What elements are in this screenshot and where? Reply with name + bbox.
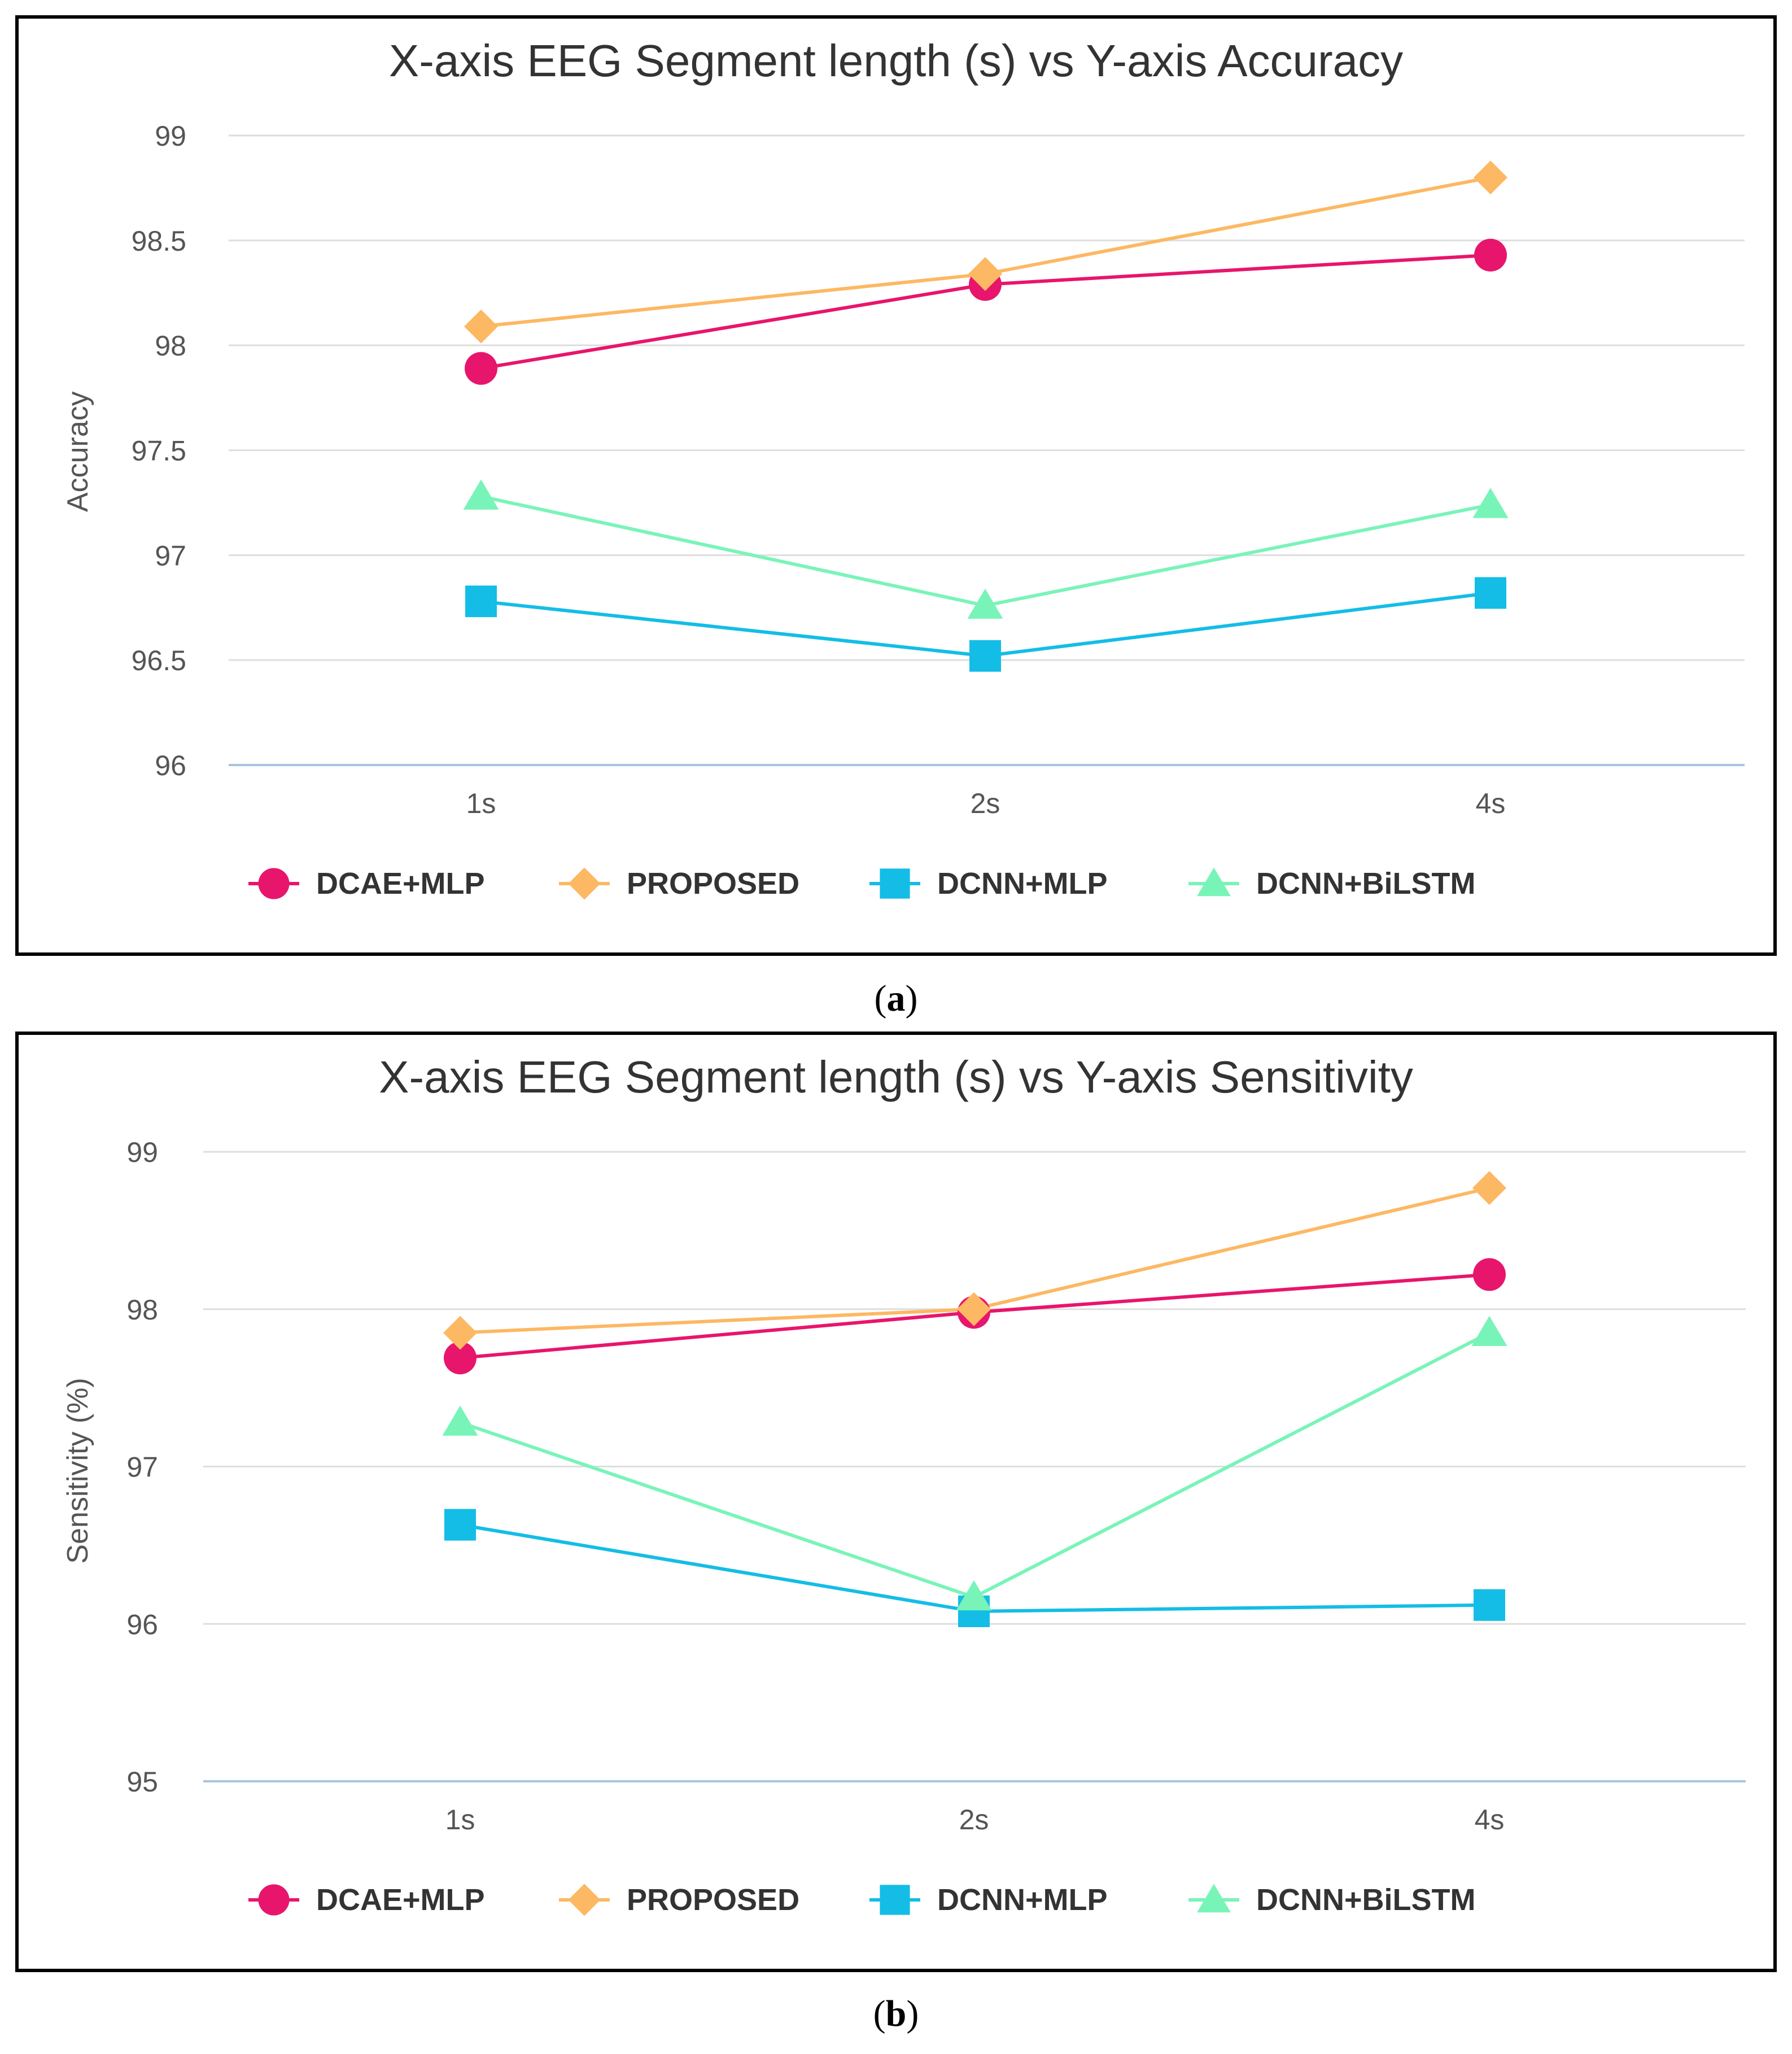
data-point bbox=[465, 352, 497, 385]
legend-b: DCAE+MLP PROPOSED DCNN+MLP DCNN+BiLSTM bbox=[248, 1883, 1476, 1917]
y-tick-label: 98.5 bbox=[132, 225, 186, 257]
data-point bbox=[968, 257, 1002, 291]
legend-label: DCAE+MLP bbox=[316, 867, 485, 901]
y-tick-label: 99 bbox=[126, 1137, 158, 1168]
legend-label: DCNN+BiLSTM bbox=[1256, 1883, 1476, 1917]
legend-label: DCNN+BiLSTM bbox=[1256, 867, 1476, 901]
series-layer-a bbox=[463, 160, 1509, 672]
legend-item: DCNN+MLP bbox=[869, 867, 1108, 901]
data-point bbox=[444, 1341, 477, 1375]
legend-label: DCNN+MLP bbox=[937, 1883, 1108, 1917]
legend-item: PROPOSED bbox=[559, 1883, 799, 1917]
x-tick-label: 4s bbox=[1476, 788, 1506, 819]
legend-label: PROPOSED bbox=[627, 867, 799, 901]
legend-label: DCAE+MLP bbox=[316, 1883, 485, 1917]
data-point bbox=[1472, 488, 1509, 518]
y-tick-label: 97 bbox=[126, 1452, 158, 1483]
legend-marker bbox=[258, 1884, 290, 1916]
y-axis-label-a: Accuracy bbox=[62, 391, 94, 512]
y-axis-label-b: Sensitivity (%) bbox=[62, 1378, 94, 1563]
panel-label-b: (b) bbox=[873, 1993, 919, 2034]
y-tick-label: 97 bbox=[155, 540, 186, 571]
data-point bbox=[443, 1316, 477, 1350]
x-tick-label: 1s bbox=[466, 788, 496, 819]
data-point bbox=[969, 640, 1001, 672]
data-point bbox=[463, 479, 499, 510]
data-point bbox=[1474, 238, 1507, 272]
legend-label: PROPOSED bbox=[627, 1883, 799, 1917]
x-tick-label: 2s bbox=[959, 1804, 989, 1836]
series-layer-b bbox=[442, 1171, 1507, 1627]
legend-item: DCAE+MLP bbox=[248, 1883, 485, 1917]
y-tick-label: 98 bbox=[155, 330, 186, 362]
legend-marker bbox=[1197, 1883, 1231, 1913]
x-tick-label: 2s bbox=[971, 788, 1000, 819]
y-tick-label: 98 bbox=[126, 1294, 158, 1326]
panel-label-a: (a) bbox=[875, 978, 918, 1019]
data-point bbox=[442, 1405, 478, 1436]
legend-item: DCNN+MLP bbox=[869, 1883, 1108, 1917]
legend-marker bbox=[258, 868, 290, 899]
x-tick-label: 4s bbox=[1475, 1804, 1505, 1836]
data-point bbox=[1472, 1171, 1506, 1205]
legend-marker bbox=[1197, 867, 1231, 897]
y-tick-labels-b: 95 96 97 98 99 bbox=[126, 1137, 158, 1798]
x-tick-label: 1s bbox=[445, 1804, 475, 1836]
data-point bbox=[957, 1292, 991, 1326]
data-point bbox=[444, 1509, 476, 1541]
legend-marker bbox=[880, 868, 910, 899]
chart-title-b: X-axis EEG Segment length (s) vs Y-axis … bbox=[379, 1052, 1413, 1102]
data-point bbox=[1473, 1258, 1506, 1291]
data-point bbox=[1475, 577, 1506, 609]
legend-label: DCNN+MLP bbox=[937, 867, 1108, 901]
x-tick-labels-a: 1s 2s 4s bbox=[466, 788, 1506, 819]
x-tick-labels-b: 1s 2s 4s bbox=[445, 1804, 1505, 1836]
y-tick-label: 96.5 bbox=[132, 645, 186, 676]
data-point bbox=[464, 309, 498, 344]
y-tick-label: 97.5 bbox=[132, 435, 186, 467]
chart-panel-a: X-axis EEG Segment length (s) vs Y-axis … bbox=[15, 15, 1777, 956]
grid-lines-a bbox=[229, 134, 1745, 766]
chart-panel-b: X-axis EEG Segment length (s) vs Y-axis … bbox=[15, 1032, 1777, 1972]
legend-marker bbox=[880, 1885, 910, 1915]
chart-title-a: X-axis EEG Segment length (s) vs Y-axis … bbox=[389, 36, 1403, 86]
y-tick-labels-a: 96 96.5 97 97.5 98 98.5 99 bbox=[132, 120, 186, 781]
legend-item: DCNN+BiLSTM bbox=[1188, 867, 1476, 901]
data-point bbox=[1474, 160, 1507, 195]
chart-frame-b bbox=[15, 1032, 1777, 1972]
chart-frame-a bbox=[15, 15, 1777, 956]
legend-item: DCNN+BiLSTM bbox=[1188, 1883, 1476, 1917]
data-point bbox=[465, 585, 497, 618]
legend-item: PROPOSED bbox=[559, 867, 799, 901]
data-point bbox=[967, 588, 1003, 619]
data-point bbox=[1474, 1589, 1505, 1621]
y-tick-label: 99 bbox=[155, 120, 186, 152]
y-tick-label: 95 bbox=[126, 1766, 158, 1798]
y-tick-label: 96 bbox=[155, 750, 186, 781]
legend-item: DCAE+MLP bbox=[248, 867, 485, 901]
legend-marker bbox=[568, 1883, 601, 1916]
data-point bbox=[956, 1580, 992, 1611]
data-point bbox=[1471, 1316, 1507, 1346]
legend-marker bbox=[568, 867, 601, 900]
y-tick-label: 96 bbox=[126, 1609, 158, 1640]
legend-a: DCAE+MLP PROPOSED DCNN+MLP DCNN+BiLSTM bbox=[248, 867, 1476, 901]
